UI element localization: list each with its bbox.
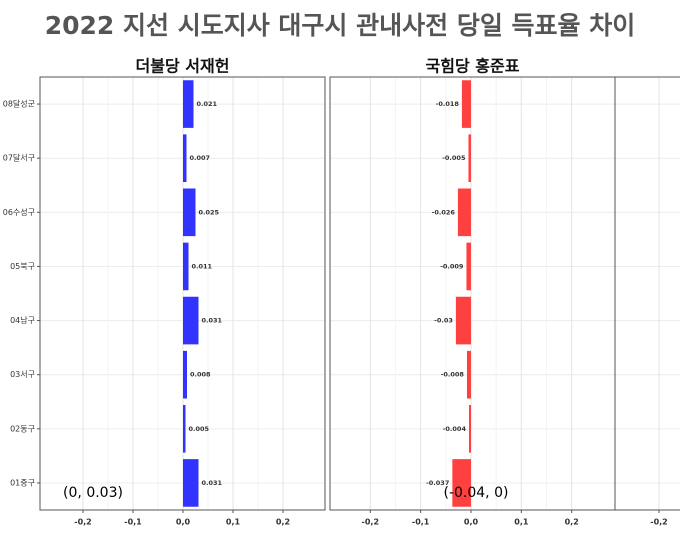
value-label: 0.031 [202,317,223,325]
x-tick-label: 0,2 [276,518,290,527]
x-tick-label: 0,2 [565,518,579,527]
bar [461,80,471,128]
value-label: 0.011 [192,262,213,270]
bar [466,350,471,399]
x-tick-label: 0,1 [514,518,529,527]
x-tick-label: 0,0 [176,518,191,527]
panel-frame [329,76,616,511]
bar [468,134,471,183]
annotation: (-0.04, 0) [444,485,509,501]
x-tick-label: -0,2 [74,518,92,527]
value-label: -0.037 [426,479,449,487]
value-label: 0.007 [190,154,211,162]
value-label: -0.03 [434,317,453,325]
value-label: 0.021 [197,100,218,108]
value-label: 0.008 [190,371,211,379]
value-label: -0.018 [436,100,460,108]
x-tick-label: -0,1 [412,518,430,527]
value-label: -0.008 [441,371,465,379]
y-tick-label: 04남구 [10,316,35,325]
value-label: 0.025 [199,208,220,216]
panel-title: 국힘당 홍준표 [426,57,520,76]
panel-title: 더불당 서재헌 [136,57,230,76]
x-tick-label: 0,1 [226,518,241,527]
y-tick-label: 07달서구 [3,154,35,163]
value-label: 0.031 [202,479,223,487]
bar [183,350,187,399]
panel-frame [614,76,680,511]
value-label: -0.009 [440,262,464,270]
x-tick-label: -0,2 [650,518,668,527]
bar [183,242,189,291]
bar [183,296,199,345]
y-tick-label: 03서구 [10,370,35,379]
value-label: -0.005 [442,154,466,162]
bar [183,188,196,237]
value-label: -0.026 [432,208,456,216]
bar [183,134,187,183]
annotation: (0, 0.03) [63,485,123,501]
x-tick-label: 0,0 [464,518,479,527]
panel-frame [39,76,326,511]
bar [183,80,194,128]
value-label: -0.004 [443,425,467,433]
x-tick-label: -0,1 [124,518,142,527]
x-tick-label: -0,2 [362,518,380,527]
bar [452,459,471,507]
bar [183,404,186,453]
y-tick-label: 08달성군 [3,100,35,109]
bar [468,404,471,453]
bar [183,459,199,507]
chart-title: 2022 지선 시도지사 대구시 관내사전 당일 득표율 차이 [45,11,636,40]
y-tick-label: 01중구 [10,478,35,487]
value-label: 0.005 [189,425,210,433]
bar [466,242,471,291]
y-tick-label: 06수성구 [3,208,35,217]
bar [457,188,471,237]
y-tick-label: 02동구 [10,424,35,433]
bar [455,296,471,345]
y-tick-label: 05북구 [10,262,35,271]
